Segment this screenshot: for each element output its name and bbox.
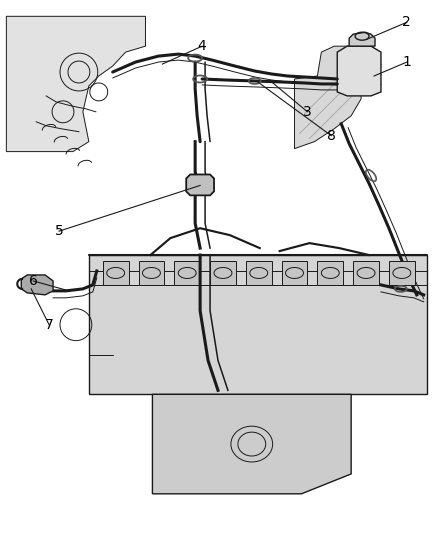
Polygon shape xyxy=(389,261,415,285)
Text: 5: 5 xyxy=(55,224,64,238)
Polygon shape xyxy=(294,46,361,149)
Polygon shape xyxy=(349,32,375,46)
Text: 2: 2 xyxy=(403,15,411,29)
Polygon shape xyxy=(337,46,381,96)
Polygon shape xyxy=(7,17,145,151)
Polygon shape xyxy=(152,394,351,494)
Text: 7: 7 xyxy=(45,318,53,332)
Polygon shape xyxy=(138,261,164,285)
Text: 3: 3 xyxy=(303,105,312,119)
Polygon shape xyxy=(103,261,129,285)
Polygon shape xyxy=(21,275,53,295)
Text: 6: 6 xyxy=(29,274,38,288)
Polygon shape xyxy=(282,261,307,285)
Text: 4: 4 xyxy=(198,39,206,53)
Polygon shape xyxy=(186,174,214,196)
Polygon shape xyxy=(89,255,427,394)
Text: 8: 8 xyxy=(327,128,336,143)
Polygon shape xyxy=(318,261,343,285)
Polygon shape xyxy=(246,261,272,285)
Polygon shape xyxy=(353,261,379,285)
Polygon shape xyxy=(174,261,200,285)
Text: 1: 1 xyxy=(403,55,411,69)
Polygon shape xyxy=(210,261,236,285)
